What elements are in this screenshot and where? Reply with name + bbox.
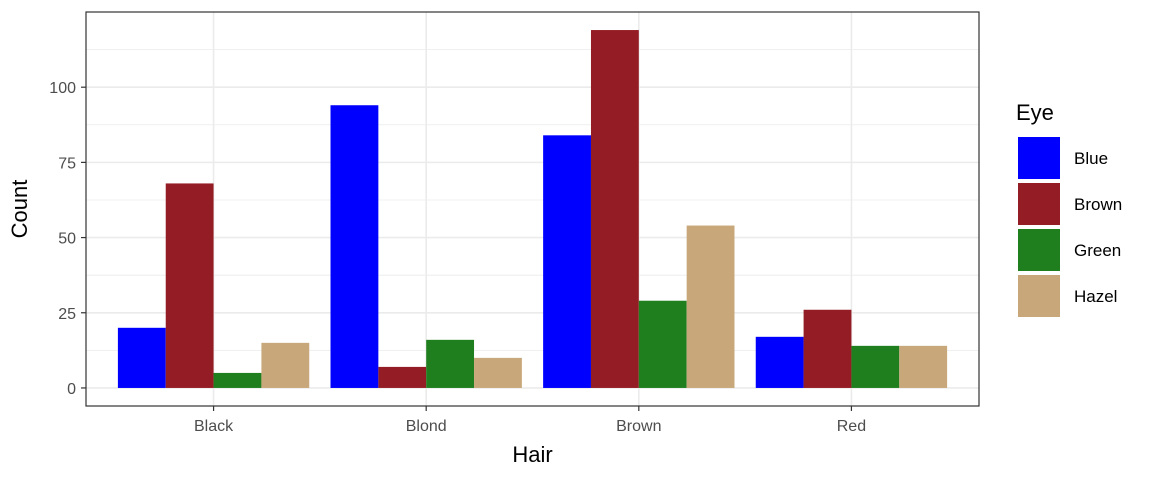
bar-brown-green	[638, 300, 687, 388]
bar-blond-hazel	[474, 357, 522, 388]
bar-black-blue	[117, 327, 166, 388]
legend: Eye Blue Brown Green Hazel	[1016, 100, 1122, 317]
x-axis: Black Blond Brown Red	[194, 406, 866, 435]
legend-key-hazel	[1018, 275, 1060, 317]
legend-label-green: Green	[1074, 241, 1121, 260]
y-axis: 0 25 50 75 100	[49, 80, 86, 398]
panel-border	[85, 11, 980, 407]
bar-black-green	[213, 372, 262, 388]
bar-blond-brown	[378, 366, 427, 388]
x-tick-label: Black	[194, 418, 234, 435]
y-tick-label: 75	[58, 155, 76, 172]
bar-black-brown	[165, 183, 214, 388]
legend-title: Eye	[1016, 100, 1054, 125]
bar-red-hazel	[899, 345, 948, 388]
x-tick-label: Brown	[616, 418, 661, 435]
legend-key-green	[1018, 229, 1060, 271]
bars	[117, 30, 948, 388]
bar-blond-green	[426, 339, 475, 388]
bar-black-hazel	[261, 342, 310, 388]
y-tick-label: 25	[58, 306, 76, 323]
bar-brown-hazel	[686, 225, 735, 388]
y-axis-title: Count	[7, 180, 32, 239]
bar-red-blue	[755, 336, 804, 388]
plot-panel	[85, 11, 980, 407]
legend-label-brown: Brown	[1074, 195, 1122, 214]
bar-red-brown	[803, 309, 852, 388]
y-tick-label: 0	[67, 381, 76, 398]
bar-blond-blue	[330, 105, 379, 388]
y-tick-label: 100	[49, 80, 76, 97]
x-axis-title: Hair	[512, 442, 552, 467]
x-tick-label: Blond	[406, 418, 447, 435]
x-tick-label: Red	[837, 418, 866, 435]
legend-label-hazel: Hazel	[1074, 287, 1117, 306]
legend-key-blue	[1018, 137, 1060, 179]
legend-key-brown	[1018, 183, 1060, 225]
legend-label-blue: Blue	[1074, 149, 1108, 168]
y-tick-label: 50	[58, 231, 76, 248]
bar-brown-brown	[590, 30, 639, 388]
bar-red-green	[851, 345, 900, 388]
bar-brown-blue	[543, 135, 591, 388]
